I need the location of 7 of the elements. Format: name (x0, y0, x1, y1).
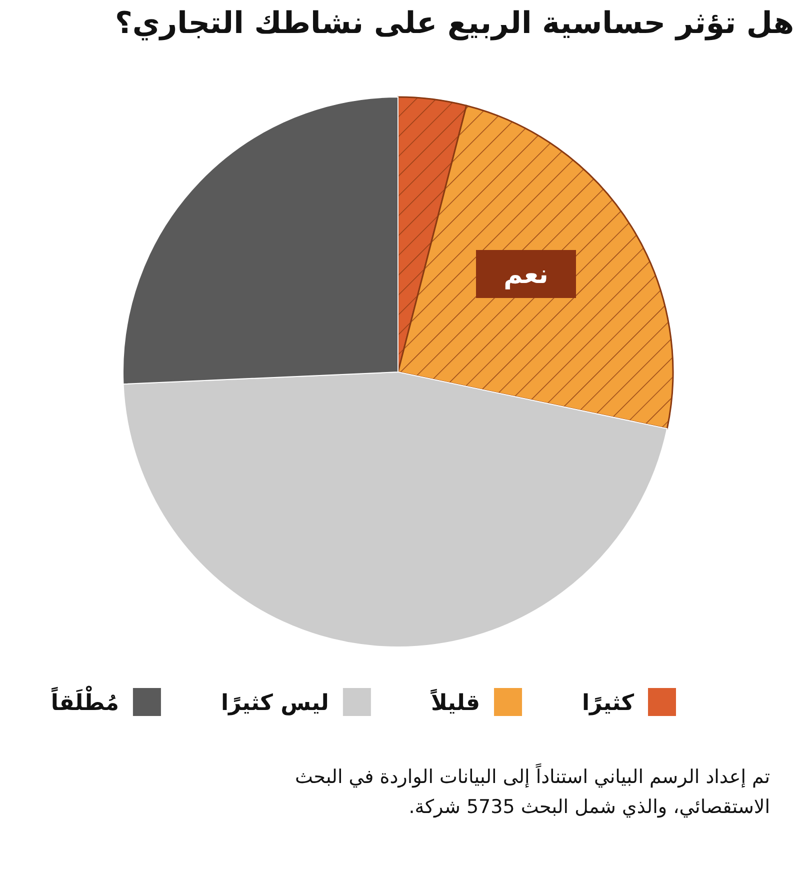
legend-label: كثيرًا (582, 691, 634, 716)
chart-title: هل تؤثر حساسية الربيع على نشاطك التجاري؟ (114, 6, 794, 41)
legend-label: مُطْلَقاً (50, 685, 119, 716)
legend-label: قليلاً (430, 688, 480, 716)
legend-label: ليس كثيرًا (220, 691, 329, 716)
text: تم إعداد الرسم البياني استناداً إلى البيانات الواردة في البحث الاستقصائي، والذي شمل البحث 5735 شركة. (294, 762, 770, 820)
text: نعم (504, 260, 548, 290)
